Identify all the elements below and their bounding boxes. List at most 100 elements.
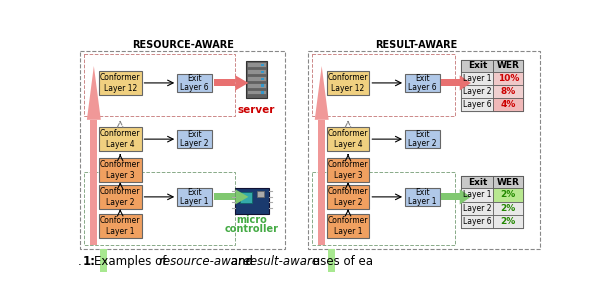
Bar [99,185,141,209]
Text: Conformer: Conformer [100,129,140,138]
Text: Exit: Exit [187,188,202,197]
Bar [327,158,370,182]
Text: Layer 6: Layer 6 [463,100,492,109]
Text: Conformer: Conformer [328,160,368,169]
Bar [84,172,235,245]
Text: .: . [78,255,86,268]
Text: 10%: 10% [498,74,519,83]
Text: 2%: 2% [501,190,516,200]
Polygon shape [87,66,101,120]
Bar [461,188,494,201]
Bar [461,72,494,85]
Text: and: and [227,255,257,268]
Bar [312,172,455,245]
Bar [247,69,266,74]
Text: Exit: Exit [468,178,487,187]
Text: Layer 12: Layer 12 [104,84,137,93]
Text: Exit: Exit [415,130,430,139]
Bar [327,214,370,238]
Text: Layer 1: Layer 1 [106,227,134,236]
Text: Layer 2: Layer 2 [408,139,436,148]
Bar [84,54,235,116]
Bar [177,74,212,92]
Text: Layer 6: Layer 6 [180,83,209,92]
Bar [261,71,264,73]
Text: result-aware: result-aware [246,255,320,268]
Text: Layer 6: Layer 6 [408,83,437,92]
Text: 2%: 2% [501,203,516,213]
Bar [494,201,523,215]
Bar [214,80,235,86]
Bar [261,84,264,87]
Text: Layer 3: Layer 3 [334,171,362,180]
Text: Conformer: Conformer [328,216,368,225]
Text: micro: micro [237,215,267,225]
Bar [405,74,440,92]
Bar [461,176,494,188]
Text: Layer 2: Layer 2 [181,139,209,148]
Text: Conformer: Conformer [100,187,140,196]
Text: Layer 2: Layer 2 [334,198,362,207]
Text: Conformer: Conformer [100,216,140,225]
Text: Examples of: Examples of [94,255,170,268]
Text: Conformer: Conformer [328,129,368,138]
Bar [101,249,107,306]
Text: Exit: Exit [415,74,430,83]
Bar [494,98,523,111]
Bar [177,188,212,206]
Bar [494,72,523,85]
Text: Conformer: Conformer [328,187,368,196]
Bar [99,127,141,151]
Bar [214,193,235,200]
Bar [235,188,269,214]
Polygon shape [235,189,249,204]
Text: Layer 2: Layer 2 [106,198,134,207]
Bar [461,85,494,98]
Text: controller: controller [225,224,279,234]
Bar [327,127,370,151]
Text: Layer 12: Layer 12 [332,84,365,93]
Bar [405,130,440,148]
Text: RESULT-AWARE: RESULT-AWARE [375,40,458,50]
Bar [318,120,325,245]
Bar [494,188,523,201]
Bar [99,71,141,95]
Bar [494,176,523,188]
Text: resource-aware: resource-aware [158,255,250,268]
Text: Layer 6: Layer 6 [463,217,492,226]
Text: RESOURCE-AWARE: RESOURCE-AWARE [132,40,234,50]
Text: server: server [238,105,275,115]
Bar [494,215,523,228]
Bar [247,83,266,88]
Bar [461,98,494,111]
Bar [247,76,266,80]
Text: Layer 4: Layer 4 [334,140,362,149]
Bar [312,54,455,116]
Text: Layer 1: Layer 1 [334,227,362,236]
Text: Layer 1: Layer 1 [463,190,492,200]
Bar [240,192,252,203]
Bar [256,191,264,197]
Text: 2%: 2% [501,217,516,226]
Text: 8%: 8% [501,87,516,96]
Bar [461,60,523,111]
Bar [461,201,494,215]
Bar [90,120,98,245]
Bar [247,62,266,67]
Bar [80,50,285,249]
Text: Exit: Exit [187,74,202,83]
Bar [441,193,460,200]
Polygon shape [460,189,471,204]
Text: WER: WER [497,178,520,187]
Bar [327,185,370,209]
Text: Layer 2: Layer 2 [463,87,492,96]
Bar [494,60,523,72]
Text: Layer 2: Layer 2 [463,203,492,213]
Bar [461,215,494,228]
Text: WER: WER [497,62,520,70]
Bar [177,130,212,148]
Bar [99,214,141,238]
Polygon shape [460,75,471,91]
Bar [494,85,523,98]
Text: Exit: Exit [187,130,202,139]
